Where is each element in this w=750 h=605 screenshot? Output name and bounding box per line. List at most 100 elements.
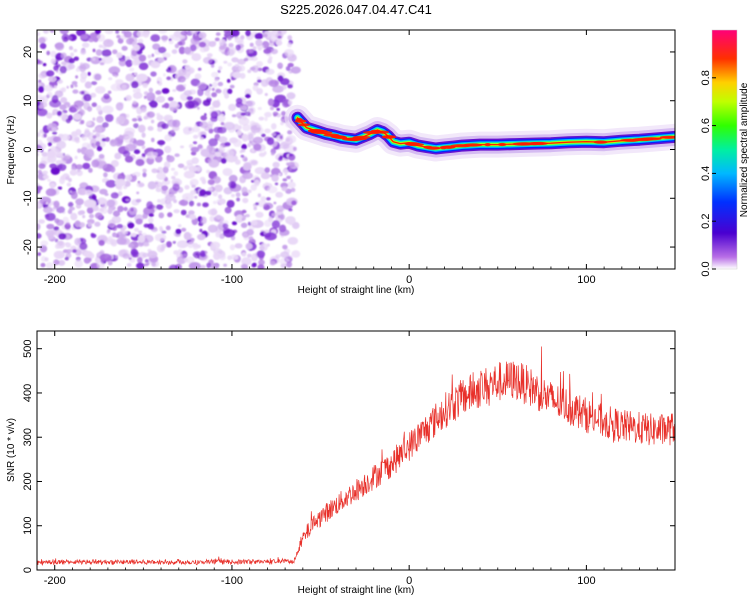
noise-speckle [69, 190, 73, 194]
noise-speckle [49, 99, 62, 108]
noise-speckle [99, 141, 106, 148]
noise-speckle [240, 112, 246, 116]
noise-speckle [54, 238, 59, 243]
noise-speckle [42, 170, 48, 175]
noise-speckle [282, 169, 289, 174]
noise-speckle [38, 37, 46, 44]
noise-speckle [174, 43, 180, 49]
noise-speckle [231, 221, 238, 226]
noise-speckle [142, 82, 148, 88]
noise-speckle [92, 117, 96, 121]
noise-speckle [262, 33, 268, 38]
noise-speckle [202, 56, 213, 64]
noise-speckle [206, 97, 212, 103]
noise-speckle [251, 65, 260, 73]
noise-speckle [279, 145, 283, 149]
noise-speckle [61, 61, 67, 66]
noise-speckle [142, 30, 150, 38]
noise-speckle [252, 136, 264, 144]
spectrogram-xlabel: Height of straight line (km) [298, 285, 415, 296]
noise-speckle [267, 98, 274, 106]
noise-speckle [46, 223, 55, 230]
noise-speckle [161, 230, 167, 234]
noise-speckle [199, 228, 203, 233]
ridge-peak [512, 142, 532, 146]
noise-speckle [157, 166, 164, 174]
noise-speckle [212, 200, 217, 205]
ridge-peak [405, 142, 425, 147]
noise-speckle [208, 83, 213, 87]
noise-speckle [288, 153, 294, 157]
noise-speckle [271, 212, 277, 217]
noise-speckle [260, 79, 269, 87]
noise-speckle [264, 111, 272, 118]
colorbar-ticks: 0.0 0.2 0.4 0.6 0.8 [700, 70, 716, 277]
noise-speckle [65, 176, 70, 181]
noise-speckle [116, 224, 124, 229]
noise-speckle [247, 143, 251, 148]
noise-speckle [80, 49, 87, 55]
noise-speckle [271, 123, 277, 130]
noise-speckle [110, 192, 119, 199]
noise-speckle [176, 240, 189, 249]
noise-speckle [229, 137, 239, 144]
noise-speckle [73, 56, 80, 61]
noise-speckle [151, 53, 155, 58]
noise-speckle [212, 191, 218, 197]
noise-speckle [93, 37, 99, 43]
colorbar-tick-label: 0.2 [700, 214, 712, 229]
noise-speckle [227, 62, 233, 67]
noise-speckle [180, 209, 187, 216]
noise-speckle [84, 189, 93, 196]
noise-speckle [275, 254, 281, 259]
noise-speckle [252, 46, 257, 51]
noise-speckle [132, 100, 137, 105]
noise-speckle [172, 89, 177, 92]
noise-speckle [256, 88, 263, 95]
noise-speckle [171, 129, 175, 133]
noise-speckle [112, 49, 118, 55]
noise-speckle [243, 57, 249, 62]
noise-speckle [95, 126, 102, 135]
noise-speckle [87, 218, 95, 225]
noise-speckle [238, 125, 242, 130]
noise-speckle [255, 211, 264, 218]
noise-speckle [96, 145, 103, 152]
noise-speckle [157, 57, 165, 63]
noise-speckle [165, 193, 176, 202]
noise-speckle [284, 49, 294, 57]
noise-speckle [107, 229, 111, 233]
noise-speckle [79, 64, 87, 73]
noise-speckle [265, 68, 275, 75]
noise-speckle [150, 61, 161, 69]
noise-speckle [168, 264, 179, 269]
noise-speckle [98, 44, 104, 48]
noise-speckle [151, 262, 156, 267]
noise-speckle [188, 210, 195, 215]
ridge-peak [450, 144, 472, 148]
noise-speckle [156, 80, 160, 84]
noise-speckle [61, 87, 67, 93]
noise-speckle [77, 188, 88, 196]
noise-speckle [59, 65, 67, 74]
noise-speckle [147, 181, 157, 190]
y-tick-label: 300 [22, 428, 34, 446]
noise-speckle [55, 69, 59, 73]
noise-speckle [128, 243, 135, 248]
noise-speckle [82, 162, 91, 170]
noise-speckle [191, 30, 196, 34]
noise-speckle [234, 159, 241, 165]
noise-speckle [198, 32, 207, 39]
noise-speckle [137, 234, 146, 243]
noise-speckle [193, 134, 199, 139]
noise-speckle [241, 133, 249, 142]
noise-speckle [60, 133, 71, 141]
noise-speckle [74, 259, 83, 268]
snr-series-line [37, 346, 675, 566]
noise-speckle [141, 132, 146, 138]
noise-speckle [37, 94, 43, 100]
noise-speckle [79, 242, 88, 250]
noise-speckle [110, 238, 117, 245]
noise-speckle [243, 162, 252, 171]
noise-speckle [88, 167, 93, 173]
